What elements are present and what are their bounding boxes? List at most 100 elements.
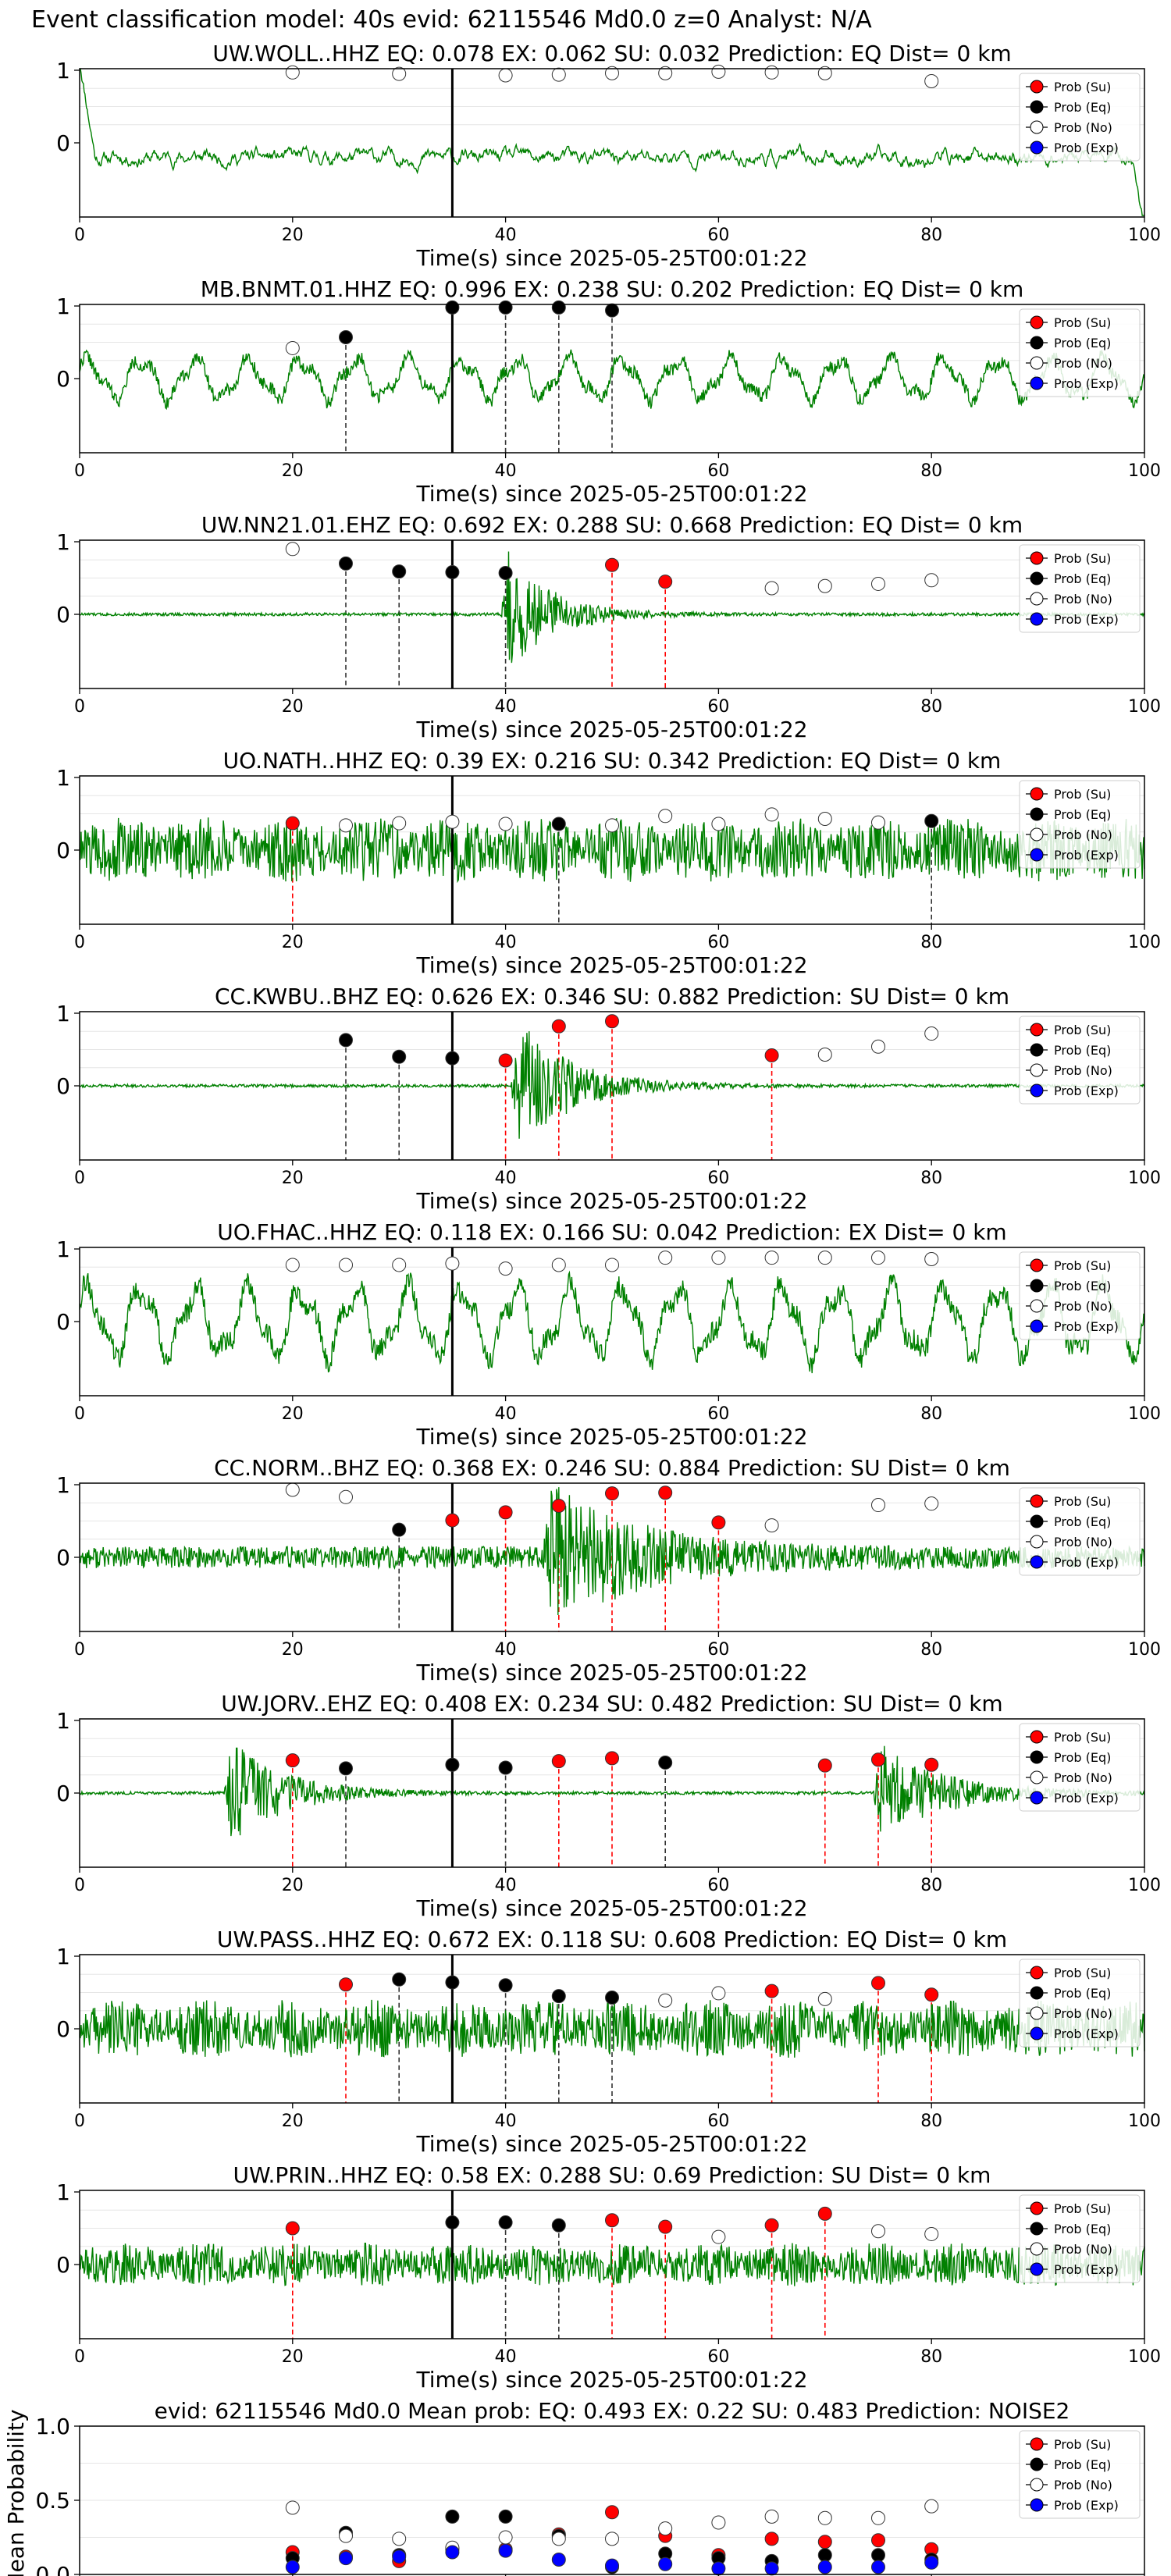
x-axis-label: Time(s) since 2025-05-25T00:01:22 xyxy=(415,1660,807,1685)
y-tick-label: 1 xyxy=(56,765,70,791)
mean-probability-point xyxy=(445,2545,460,2560)
x-tick-label: 20 xyxy=(282,697,304,717)
y-tick-label: 0.5 xyxy=(35,2488,70,2514)
mean-probability-point xyxy=(817,2510,832,2525)
probability-point xyxy=(658,1993,673,2008)
x-tick-label: 80 xyxy=(920,1640,942,1660)
x-tick-label: 100 xyxy=(1128,2347,1161,2367)
legend-label: Prob (Eq) xyxy=(1054,571,1111,586)
y-tick-label: 0 xyxy=(56,1781,70,1806)
probability-point xyxy=(817,812,832,827)
probability-point xyxy=(764,65,779,80)
x-tick-label: 60 xyxy=(707,2112,729,2131)
y-tick-label: 0 xyxy=(56,366,70,392)
legend-label: Prob (Su) xyxy=(1054,1494,1111,1509)
legend-label: Prob (Su) xyxy=(1054,2437,1111,2452)
mean-probability-point xyxy=(817,2535,832,2549)
mean-probability-point xyxy=(817,2548,832,2563)
x-tick-label: 40 xyxy=(495,1404,517,1424)
x-tick-label: 40 xyxy=(495,1169,517,1188)
probability-point xyxy=(339,1977,353,1992)
probability-point xyxy=(498,565,513,580)
panel-title: UW.WOLL..HHZ EQ: 0.078 EX: 0.062 SU: 0.0… xyxy=(212,41,1011,66)
x-tick-label: 80 xyxy=(920,461,942,481)
station-panel: UW.WOLL..HHZ EQ: 0.078 EX: 0.062 SU: 0.0… xyxy=(56,41,1161,271)
probability-point xyxy=(605,1014,619,1029)
y-axis-label: Mean Probability xyxy=(3,2409,29,2576)
x-tick-label: 80 xyxy=(920,2347,942,2367)
probability-point xyxy=(445,2215,460,2230)
legend-label: Prob (No) xyxy=(1054,1063,1112,1078)
x-tick-label: 20 xyxy=(282,1404,304,1424)
x-axis-label: Time(s) since 2025-05-25T00:01:22 xyxy=(415,1188,807,1214)
x-tick-label: 40 xyxy=(495,1640,517,1660)
legend-marker xyxy=(1030,1514,1044,1528)
x-tick-label: 40 xyxy=(495,697,517,717)
probability-point xyxy=(658,1485,673,1500)
panel-title: CC.KWBU..BHZ EQ: 0.626 EX: 0.346 SU: 0.8… xyxy=(215,984,1009,1009)
y-tick-label: 1 xyxy=(56,529,70,555)
legend-label: Prob (Eq) xyxy=(1054,1043,1111,1058)
legend-label: Prob (Eq) xyxy=(1054,2222,1111,2236)
station-panel: UO.FHAC..HHZ EQ: 0.118 EX: 0.166 SU: 0.0… xyxy=(56,1219,1161,1450)
panel-title: UW.PASS..HHZ EQ: 0.672 EX: 0.118 SU: 0.6… xyxy=(217,1927,1007,1952)
probability-point xyxy=(711,1251,726,1265)
mean-probability-point xyxy=(605,2505,619,2520)
legend-marker xyxy=(1030,336,1044,350)
probability-point xyxy=(285,65,300,80)
probability-point xyxy=(605,303,619,318)
legend-label: Prob (Su) xyxy=(1054,551,1111,566)
probability-point xyxy=(551,1498,566,1513)
probability-point xyxy=(924,813,939,828)
legend-marker xyxy=(1030,2222,1044,2236)
legend-marker xyxy=(1030,2026,1044,2041)
x-tick-label: 0 xyxy=(74,2112,85,2131)
x-axis-label: Time(s) since 2025-05-25T00:01:22 xyxy=(415,481,807,507)
x-tick-label: 20 xyxy=(282,2347,304,2367)
x-tick-label: 0 xyxy=(74,461,85,481)
probability-point xyxy=(445,1051,460,1066)
probability-point xyxy=(445,1975,460,1990)
x-tick-label: 60 xyxy=(707,2347,729,2367)
legend-label: Prob (No) xyxy=(1054,1299,1112,1314)
probability-point xyxy=(285,1482,300,1497)
mean-probability-point xyxy=(498,2543,513,2558)
probability-point xyxy=(764,1518,779,1533)
legend-label: Prob (No) xyxy=(1054,2006,1112,2021)
panel-title: CC.NORM..BHZ EQ: 0.368 EX: 0.246 SU: 0.8… xyxy=(214,1455,1010,1481)
station-panel: MB.BNMT.01.HHZ EQ: 0.996 EX: 0.238 SU: 0… xyxy=(56,276,1161,507)
x-tick-label: 60 xyxy=(707,1404,729,1424)
y-tick-label: 0.0 xyxy=(35,2562,70,2576)
legend-box xyxy=(1019,2194,1141,2283)
x-tick-label: 0 xyxy=(74,2347,85,2367)
x-tick-label: 40 xyxy=(495,2347,517,2367)
probability-point xyxy=(924,1026,939,1041)
probability-point xyxy=(498,817,513,831)
mean-probability-point xyxy=(871,2560,885,2574)
legend-label: Prob (Su) xyxy=(1054,2201,1111,2216)
x-tick-label: 0 xyxy=(74,1876,85,1895)
legend-label: Prob (Su) xyxy=(1054,1258,1111,1273)
x-tick-label: 20 xyxy=(282,461,304,481)
legend-label: Prob (Eq) xyxy=(1054,1986,1111,2001)
x-tick-label: 20 xyxy=(282,1169,304,1188)
probability-point xyxy=(285,816,300,831)
x-tick-label: 0 xyxy=(74,933,85,952)
legend-box xyxy=(1019,1487,1141,1576)
probability-point xyxy=(764,1984,779,1998)
probability-point xyxy=(498,2215,513,2230)
x-tick-label: 20 xyxy=(282,226,304,245)
waveform-trace xyxy=(80,1745,1145,1837)
probability-point xyxy=(551,1258,566,1272)
legend-label: Prob (No) xyxy=(1054,1535,1112,1550)
probability-point xyxy=(498,1505,513,1520)
legend-label: Prob (Exp) xyxy=(1054,1319,1119,1334)
x-axis-label: Time(s) since 2025-05-25T00:01:22 xyxy=(415,2131,807,2157)
panel-title: UO.FHAC..HHZ EQ: 0.118 EX: 0.166 SU: 0.0… xyxy=(217,1219,1006,1245)
probability-point xyxy=(445,814,460,829)
mean-probability-point xyxy=(764,2532,779,2546)
legend-label: Prob (Exp) xyxy=(1054,612,1119,627)
x-tick-label: 20 xyxy=(282,933,304,952)
legend-marker xyxy=(1030,1750,1044,1764)
legend-label: Prob (Exp) xyxy=(1054,2262,1119,2277)
